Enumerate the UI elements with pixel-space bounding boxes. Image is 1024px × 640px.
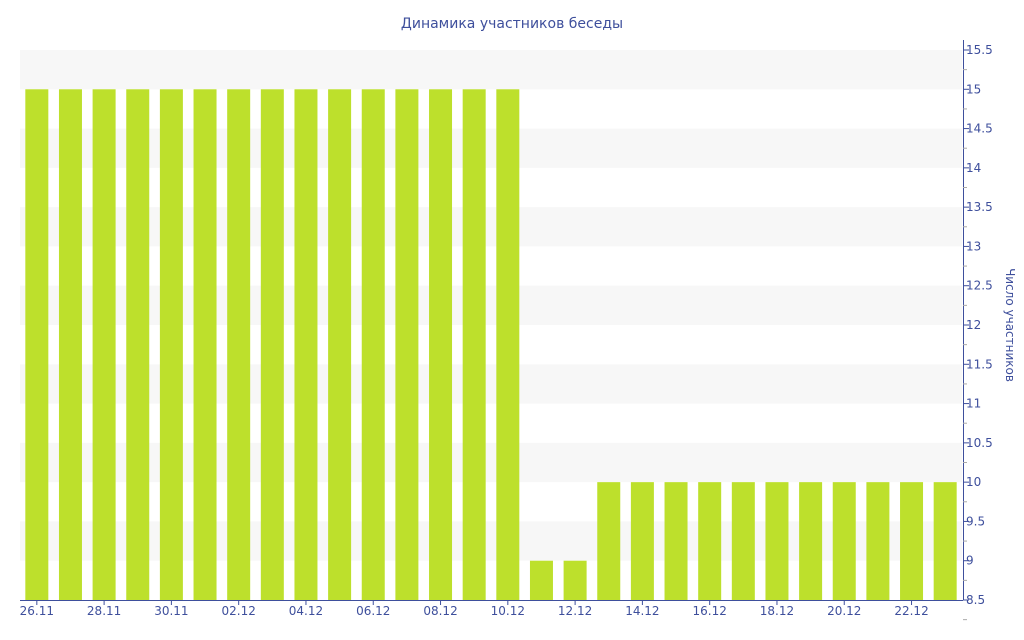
bar-27.11 (58, 89, 82, 601)
bar-15.12 (664, 482, 688, 600)
y-tick-label: 10.5 (966, 436, 993, 450)
y-tick-label: 12 (966, 318, 981, 332)
bar-14.12 (630, 482, 654, 600)
x-tick-label: 14.12 (625, 604, 659, 618)
bar-17.12 (731, 482, 755, 600)
bar-13.12 (597, 482, 621, 600)
bar-06.12 (361, 89, 385, 601)
y-tick-label: 13 (966, 239, 981, 253)
bar-04.12 (294, 89, 318, 601)
bar-19.12 (799, 482, 823, 600)
x-tick-label: 12.12 (558, 604, 592, 618)
x-tick-label: 02.12 (221, 604, 255, 618)
x-tick-label: 28.11 (87, 604, 121, 618)
y-tick-label: 14 (966, 161, 981, 175)
bar-03.12 (260, 89, 284, 601)
x-tick-label: 06.12 (356, 604, 390, 618)
y-tick-label: 15 (966, 82, 981, 96)
x-tick-label: 22.12 (894, 604, 928, 618)
bar-30.11 (159, 89, 183, 601)
x-tick-label: 20.12 (827, 604, 861, 618)
bar-22.12 (900, 482, 924, 600)
y-tick-label: 9 (966, 554, 974, 568)
x-tick-label: 26.11 (20, 604, 54, 618)
y-tick-label: 11.5 (966, 357, 993, 371)
y-tick-label: 9.5 (966, 514, 985, 528)
x-tick-label: 16.12 (692, 604, 726, 618)
y-tick-label: 8.5 (966, 593, 985, 607)
y-tick-label: 13.5 (966, 200, 993, 214)
chart-title: Динамика участников беседы (401, 16, 623, 32)
bar-21.12 (866, 482, 890, 600)
y-tick-label: 10 (966, 475, 981, 489)
bar-05.12 (328, 89, 352, 601)
bar-11.12 (529, 560, 553, 600)
bar-02.12 (227, 89, 251, 601)
bar-28.11 (92, 89, 116, 601)
x-tick-label: 04.12 (289, 604, 323, 618)
y-tick-label: 12.5 (966, 279, 993, 293)
bar-20.12 (832, 482, 856, 600)
bar-07.12 (395, 89, 419, 601)
x-tick-label: 18.12 (760, 604, 794, 618)
bar-23.12 (933, 482, 957, 600)
y-tick-label: 15.5 (966, 43, 993, 57)
x-tick-label: 08.12 (423, 604, 457, 618)
bar-18.12 (765, 482, 789, 600)
bar-29.11 (126, 89, 150, 601)
bar-12.12 (563, 560, 587, 600)
bar-09.12 (462, 89, 486, 601)
y-tick-label: 14.5 (966, 122, 993, 136)
bar-16.12 (698, 482, 722, 600)
x-tick-label: 30.11 (154, 604, 188, 618)
bar-01.12 (193, 89, 217, 601)
bar-08.12 (429, 89, 453, 601)
bar-10.12 (496, 89, 520, 601)
y-axis-label: Число участников (1003, 268, 1017, 382)
x-tick-label: 10.12 (491, 604, 525, 618)
y-tick-label: 11 (966, 397, 981, 411)
bar-26.11 (25, 89, 49, 601)
grid-band (20, 50, 962, 90)
